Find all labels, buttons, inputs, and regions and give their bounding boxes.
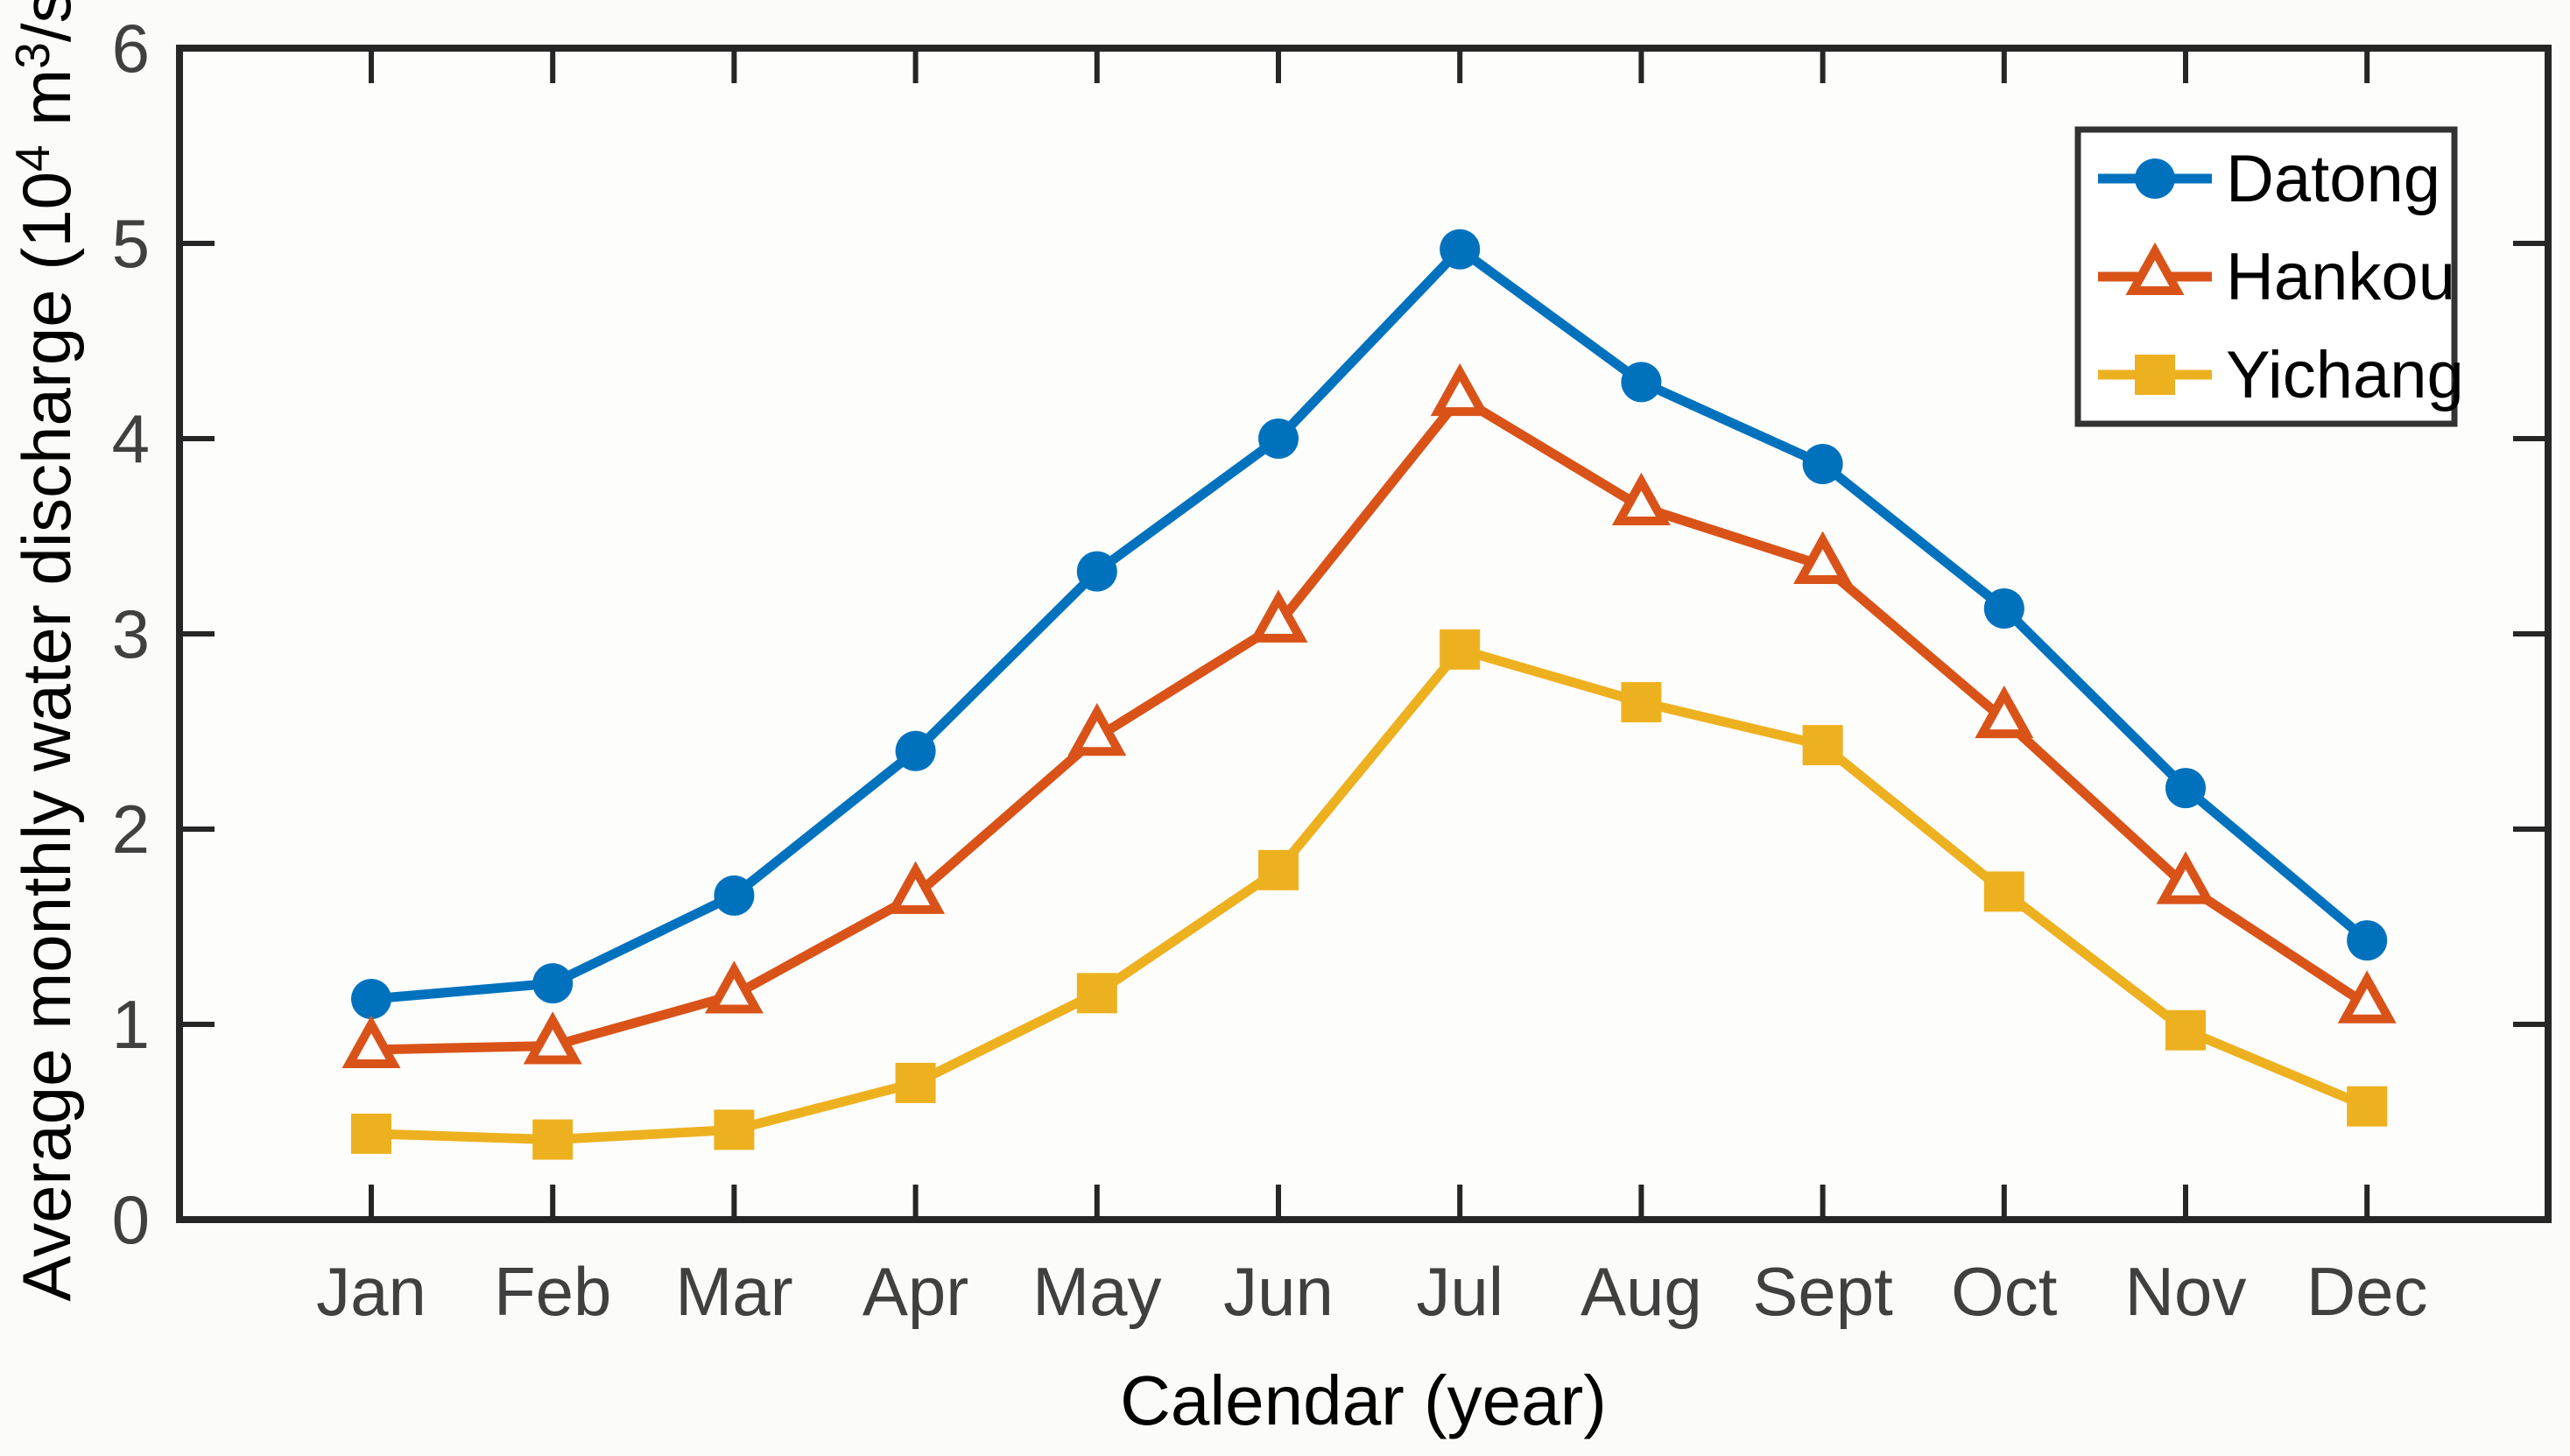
series-line-datong	[366, 244, 2372, 1004]
data-point-yichang	[1621, 682, 1662, 723]
data-point-datong	[1258, 419, 1299, 459]
data-point-datong	[2347, 920, 2388, 961]
y-tick-label: 4	[112, 400, 150, 477]
y-tick-label: 0	[112, 1181, 150, 1258]
data-point-datong	[2135, 158, 2175, 199]
data-point-yichang	[532, 1119, 574, 1160]
x-tick-label: Feb	[494, 1253, 611, 1330]
y-axis-label: Average monthly water discharge (104 m3/…	[5, 0, 85, 1302]
data-point-yichang	[2347, 1086, 2388, 1127]
data-point-hankou	[2337, 970, 2397, 1023]
legend-item-hankou: Hankou	[2098, 240, 2455, 314]
data-point-yichang	[2165, 1009, 2206, 1051]
data-point-yichang	[1983, 871, 2024, 912]
data-point-datong	[1621, 362, 1662, 403]
data-point-datong	[351, 979, 391, 1020]
x-tick-label: Mar	[675, 1253, 792, 1330]
data-point-hankou	[704, 960, 764, 1014]
data-point-datong	[1440, 229, 1481, 270]
data-point-hankou	[341, 1015, 401, 1068]
x-tick-label: Aug	[1581, 1253, 1702, 1330]
y-tick-label: 1	[112, 986, 150, 1063]
legend-label: Yichang	[2226, 338, 2464, 412]
x-tick-label: Jun	[1223, 1253, 1334, 1330]
data-point-yichang	[714, 1109, 755, 1150]
data-point-hankou	[1793, 531, 1853, 584]
x-tick-label: Sept	[1752, 1253, 1893, 1330]
legend-label: Hankou	[2226, 240, 2455, 314]
legend-item-datong: Datong	[2098, 142, 2440, 216]
data-point-hankou	[2156, 851, 2215, 904]
data-point-hankou	[886, 861, 946, 914]
data-point-yichang	[351, 1113, 391, 1154]
x-axis-label: Calendar (year)	[1120, 1361, 1607, 1439]
y-tick-label: 2	[112, 791, 150, 868]
x-tick-label: Nov	[2125, 1253, 2247, 1330]
data-point-yichang	[1440, 629, 1481, 670]
data-point-datong	[1802, 443, 1843, 484]
data-point-hankou	[1611, 472, 1671, 526]
legend-item-yichang: Yichang	[2098, 338, 2464, 412]
data-point-hankou	[1249, 589, 1308, 643]
x-tick-label: Jan	[316, 1253, 426, 1330]
data-point-datong	[1076, 551, 1117, 592]
y-axis-label-text: Average monthly water discharge (104 m3/…	[5, 0, 85, 1302]
data-point-yichang	[1258, 849, 1299, 890]
legend-label: Datong	[2226, 142, 2440, 216]
data-point-hankou	[1975, 685, 2034, 739]
y-tick-label: 3	[112, 595, 150, 672]
data-point-hankou	[2125, 242, 2185, 295]
data-point-datong	[895, 730, 936, 771]
data-point-datong	[1983, 588, 2024, 630]
data-point-yichang	[1802, 725, 1843, 766]
data-point-datong	[2165, 768, 2206, 809]
data-point-hankou	[1067, 702, 1127, 756]
plot-box	[176, 45, 2552, 1223]
data-point-datong	[532, 963, 574, 1004]
series-line-yichang	[366, 644, 2372, 1145]
x-tick-label: Oct	[1951, 1253, 2058, 1330]
series-line-hankou	[366, 392, 2372, 1055]
y-tick-label: 5	[112, 205, 150, 282]
y-tick-label: 6	[112, 10, 150, 87]
data-point-hankou	[1430, 362, 1489, 417]
data-point-hankou	[523, 1011, 582, 1065]
data-point-yichang	[895, 1062, 936, 1103]
data-point-yichang	[1076, 973, 1117, 1014]
x-tick-label: Jul	[1416, 1253, 1503, 1330]
x-tick-label: Apr	[863, 1253, 968, 1330]
data-point-datong	[714, 875, 755, 916]
data-point-yichang	[2135, 355, 2175, 395]
x-tick-label: May	[1032, 1253, 1161, 1330]
legend: Datong Hankou Yichang	[2074, 126, 2464, 427]
x-tick-label: Dec	[2306, 1253, 2428, 1330]
